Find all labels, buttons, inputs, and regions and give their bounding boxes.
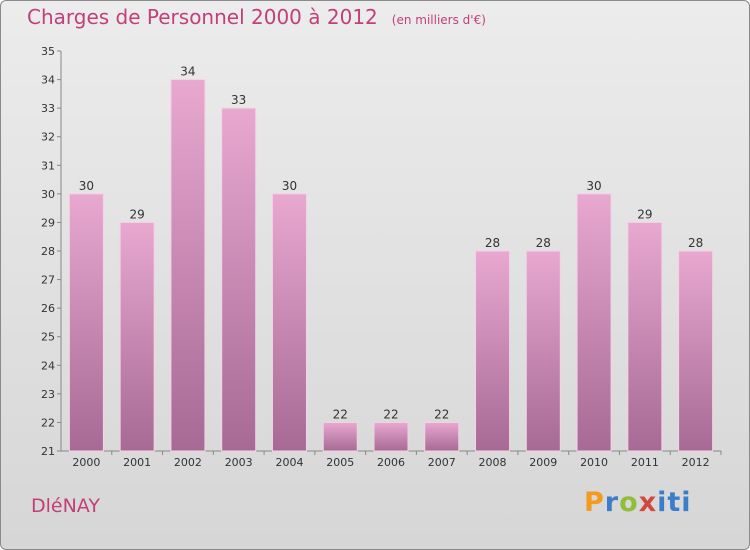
logo-letter: P: [584, 487, 605, 518]
x-tick-label: 2012: [682, 456, 710, 469]
bar: [68, 193, 104, 452]
bar: [475, 250, 511, 452]
title-row: Charges de Personnel 2000 à 2012 (en mill…: [27, 5, 486, 29]
y-tick-label: 33: [41, 102, 55, 115]
x-tick-label: 2001: [123, 456, 151, 469]
bar: [525, 250, 561, 452]
chart-title: Charges de Personnel 2000 à 2012: [27, 5, 378, 29]
x-tick-label: 2005: [326, 456, 354, 469]
y-tick-label: 26: [41, 302, 55, 315]
data-label: 29: [637, 207, 652, 221]
x-tick-label: 2000: [72, 456, 100, 469]
bar: [678, 250, 714, 452]
x-tick-label: 2006: [377, 456, 405, 469]
logo-letter: o: [619, 487, 639, 518]
town-name: DléNAY: [31, 495, 100, 517]
logo-letter: x: [638, 487, 658, 518]
data-label: 22: [333, 407, 348, 421]
y-tick-label: 23: [41, 388, 55, 401]
data-label: 22: [383, 407, 398, 421]
y-tick-label: 27: [41, 274, 55, 287]
data-label: 29: [130, 207, 145, 221]
chart-subtitle: (en milliers d'€): [391, 13, 486, 27]
x-tick-label: 2003: [225, 456, 253, 469]
data-label: 34: [180, 65, 195, 79]
x-tick-label: 2010: [580, 456, 608, 469]
data-label: 30: [586, 179, 601, 193]
data-label: 30: [282, 179, 297, 193]
data-label: 33: [231, 93, 246, 107]
bar: [322, 421, 358, 452]
bar: [221, 107, 257, 452]
y-tick-label: 24: [41, 359, 55, 372]
x-tick-label: 2009: [529, 456, 557, 469]
bar: [627, 221, 663, 452]
y-tick-label: 25: [41, 331, 55, 344]
x-tick-label: 2011: [631, 456, 659, 469]
y-tick-label: 22: [41, 416, 55, 429]
y-tick-label: 29: [41, 216, 55, 229]
bar: [576, 193, 612, 452]
bar: [424, 421, 460, 452]
y-tick-label: 35: [41, 45, 55, 58]
bar: [373, 421, 409, 452]
x-tick-label: 2008: [479, 456, 507, 469]
x-tick-label: 2007: [428, 456, 456, 469]
x-tick-label: 2002: [174, 456, 202, 469]
y-tick-label: 30: [41, 188, 55, 201]
data-label: 28: [688, 236, 703, 250]
data-label: 28: [536, 236, 551, 250]
y-tick-label: 28: [41, 245, 55, 258]
bar: [170, 79, 206, 452]
proxiti-logo: Proxiti: [584, 487, 692, 518]
plot-area: 21 22 23 24 25 26 27 28 29 30 31 32 33 34 35 30 2000 29 20…: [41, 45, 722, 469]
bar: [119, 221, 155, 452]
data-label: 30: [79, 179, 94, 193]
data-label: 28: [485, 236, 500, 250]
data-label: 22: [434, 407, 449, 421]
y-tick-label: 31: [41, 159, 55, 172]
x-tick-label: 2004: [275, 456, 303, 469]
y-tick-label: 32: [41, 131, 55, 144]
bar: [271, 193, 307, 452]
logo-letter: iti: [657, 487, 692, 518]
y-tick-label: 34: [41, 74, 55, 87]
y-tick-label: 21: [41, 445, 55, 458]
logo-letter: r: [604, 487, 620, 518]
